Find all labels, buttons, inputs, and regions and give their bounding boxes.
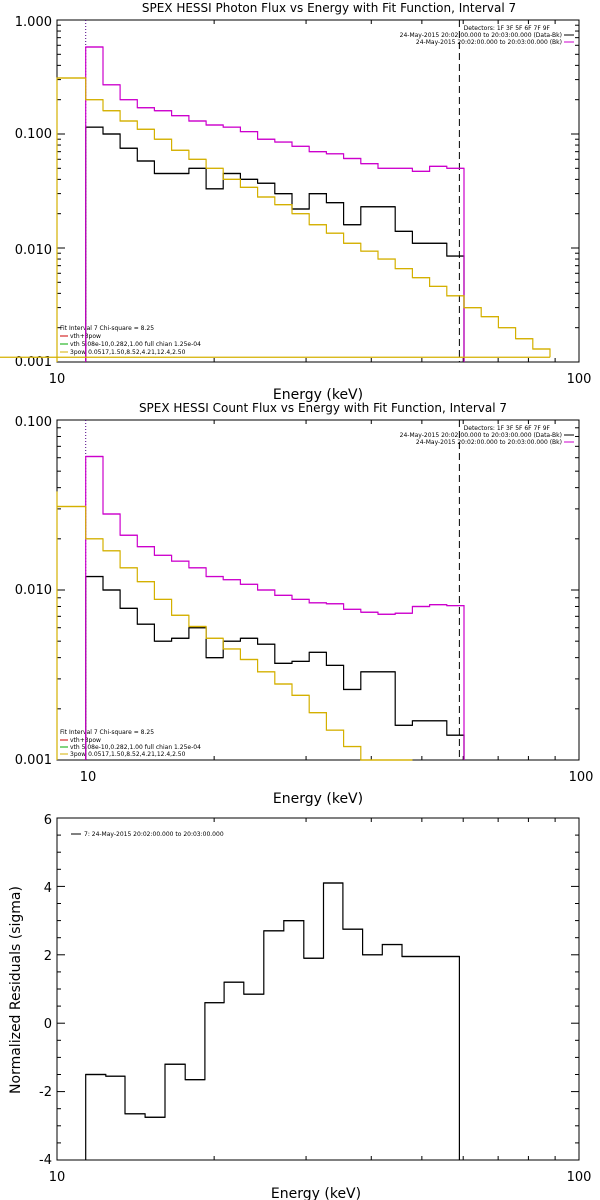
count-x-axis-label: Energy (keV): [273, 791, 363, 807]
residuals-x-axis-label: Energy (keV): [271, 1186, 361, 1200]
residuals-series-black: [85, 882, 460, 1160]
photon-x-tick-label: 10: [49, 372, 66, 387]
count-y-tick-label: 0.001: [15, 753, 52, 768]
photon-step-line-magenta: [85, 46, 465, 362]
count-series-black: [85, 575, 465, 760]
photon-y-tick-label: 1.000: [15, 15, 52, 30]
residuals-x-tick-label: 100: [567, 1170, 592, 1185]
photon-flux-panel: SPEX HESSI Photon Flux vs Energy with Fi…: [0, 1, 591, 403]
count-axis-ticks: [56, 419, 580, 761]
photon-plot-area: [0, 19, 580, 363]
photon-plot-frame: [56, 19, 580, 363]
residuals-y-tick-label: 4: [44, 881, 52, 896]
residuals-plot-area: [56, 817, 580, 1161]
photon-step-line-yellow: [56, 77, 551, 362]
photon-fit-vth-text: vth 5.08e-10,0.282,1.00 full chian 1.25e…: [70, 341, 201, 348]
count-legend-data-bk: 24-May-2015 20:02:00.000 to 20:03:00.000…: [400, 432, 562, 439]
count-fit-legend: Fit Interval 7 Chi-square = 8.25 vth+3po…: [60, 729, 201, 758]
count-legend-bk: 24-May-2015 20:02:00.000 to 20:03:00.000…: [416, 439, 562, 446]
count-step-line-black: [85, 575, 465, 760]
count-series-magenta: [85, 455, 465, 760]
photon-chart-title: SPEX HESSI Photon Flux vs Energy with Fi…: [142, 1, 516, 15]
photon-series-yellow: [0, 77, 551, 362]
photon-axis-ticks: [56, 19, 580, 363]
photon-fit-legend: Fit Interval 7 Chi-square = 8.25 vth+3po…: [60, 325, 201, 356]
count-header-legend: Detectors: 1F 3F 5F 6F 7F 9F 24-May-2015…: [400, 425, 574, 446]
residuals-y-tick-label: -4: [39, 1153, 52, 1168]
residuals-y-tick-label: 6: [44, 813, 52, 828]
residuals-x-tick-label: 10: [49, 1170, 66, 1185]
count-step-line-yellow: [56, 491, 413, 761]
residuals-plot-frame: [56, 817, 580, 1161]
residuals-legend-text: 7: 24-May-2015 20:02:00.000 to 20:03:00.…: [84, 831, 224, 838]
photon-fit-3pow-text: 3pow 0.0517,1.50,8.52,4.21,12.4,2.50: [70, 349, 186, 356]
photon-legend-data-bk: 24-May-2015 20:02:00.000 to 20:03:00.000…: [400, 32, 562, 39]
count-x-tick-label: 10: [80, 770, 97, 785]
photon-detectors-text: Detectors: 1F 3F 5F 6F 7F 9F: [464, 25, 551, 32]
residuals-axis-ticks: [56, 817, 580, 1161]
count-y-tick-label: 0.010: [15, 583, 52, 598]
residuals-y-tick-label: -2: [39, 1085, 52, 1100]
count-x-tick-label: 100: [569, 770, 594, 785]
photon-legend-bk: 24-May-2015 20:02:00.000 to 20:03:00.000…: [416, 39, 562, 46]
residuals-step-line-black: [85, 882, 460, 1160]
photon-x-tick-label: 100: [567, 372, 592, 387]
count-plot-frame: [56, 419, 580, 761]
photon-x-axis-label: Energy (keV): [273, 387, 363, 403]
residuals-panel: 10 100 -4 -2 0 2 4 6 Energy (keV) Normal…: [8, 813, 591, 1200]
residuals-y-axis-label: Normalized Residuals (sigma): [8, 886, 24, 1094]
photon-fit-interval-text: Fit Interval 7 Chi-square = 8.25: [60, 325, 154, 332]
photon-y-tick-label: 0.100: [15, 127, 52, 142]
photon-series-black: [85, 126, 465, 362]
count-series-yellow: [56, 491, 413, 761]
count-fit-3pow-text: 3pow 0.0517,1.50,8.52,4.21,12.4,2.50: [70, 751, 186, 758]
photon-series-magenta: [85, 46, 465, 362]
count-fit-vth-text: vth 5.08e-10,0.282,1.00 full chian 1.25e…: [70, 744, 201, 751]
photon-y-tick-label: 0.010: [15, 243, 52, 258]
residuals-y-tick-label: 0: [44, 1017, 52, 1032]
photon-y-tick-label: 0.001: [15, 355, 52, 370]
photon-step-line-black: [85, 126, 465, 362]
count-flux-panel: SPEX HESSI Count Flux vs Energy with Fit…: [15, 401, 594, 807]
count-plot-area: [56, 419, 580, 761]
photon-header-legend: Detectors: 1F 3F 5F 6F 7F 9F 24-May-2015…: [400, 25, 574, 46]
count-chart-title: SPEX HESSI Count Flux vs Energy with Fit…: [139, 401, 507, 415]
residuals-legend: 7: 24-May-2015 20:02:00.000 to 20:03:00.…: [71, 831, 224, 838]
count-y-tick-label: 0.100: [15, 415, 52, 430]
count-fit-interval-text: Fit Interval 7 Chi-square = 8.25: [60, 729, 154, 736]
count-detectors-text: Detectors: 1F 3F 5F 6F 7F 9F: [464, 425, 551, 432]
count-step-line-magenta: [85, 455, 465, 760]
residuals-y-tick-label: 2: [44, 949, 52, 964]
